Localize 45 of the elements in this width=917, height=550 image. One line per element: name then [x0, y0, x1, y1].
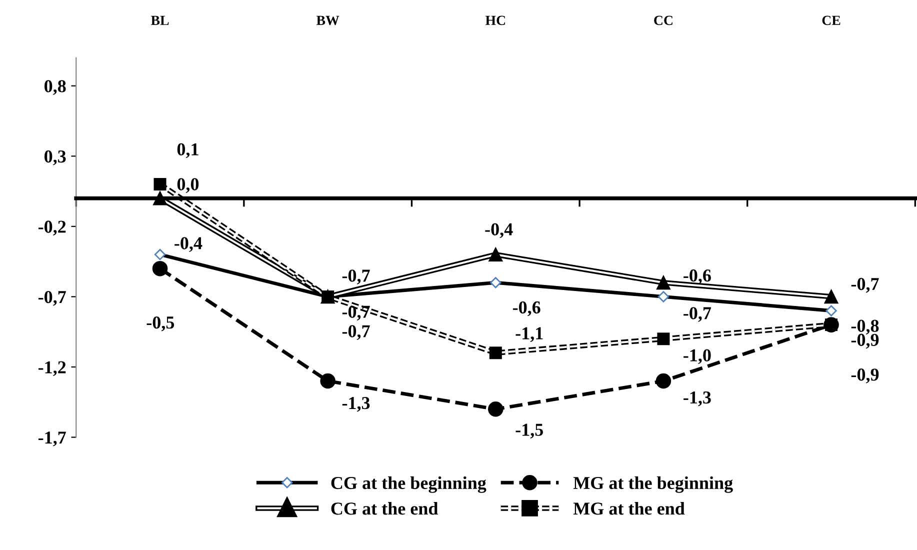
point	[154, 178, 166, 190]
legend-label: MG at the beginning	[573, 476, 733, 493]
data-label: -1,5	[516, 424, 544, 438]
x-tick-label: HC	[485, 16, 505, 26]
y-tick-label: -0,7	[38, 290, 66, 306]
point	[657, 332, 670, 346]
point	[824, 290, 838, 304]
y-tick-label: 0,8	[44, 80, 66, 95]
x-tick-label: CE	[822, 16, 840, 26]
data-label: -0,7	[684, 307, 712, 322]
data-label: -1,3	[342, 397, 370, 412]
x-tick-label: BW	[316, 16, 340, 26]
data-label: -0,4	[174, 237, 202, 252]
data-label: -0,9	[851, 368, 879, 384]
data-label: -0,4	[485, 223, 513, 238]
data-label: -0,7	[851, 278, 879, 293]
legend-label: MG at the end	[573, 502, 685, 515]
point	[488, 248, 503, 262]
data-label: -1,3	[684, 391, 711, 406]
data-label: -1,0	[684, 349, 711, 364]
point	[656, 373, 672, 389]
point	[488, 402, 504, 417]
point	[320, 373, 336, 389]
point	[152, 260, 168, 276]
data-label: -1,1	[516, 327, 543, 342]
x-tick-label: CC	[654, 16, 672, 26]
y-tick-label: -0,2	[38, 220, 66, 236]
y-tick-label: -1,2	[38, 361, 66, 376]
point	[153, 191, 167, 206]
data-label: 0,0	[177, 178, 199, 193]
x-tick-label: BL	[150, 16, 169, 25]
data-label: -0,6	[684, 269, 711, 284]
legend-label: CG at the beginning	[331, 476, 486, 493]
data-label: -0,8	[851, 320, 879, 335]
data-label: -0,6	[512, 301, 540, 316]
point	[489, 346, 502, 360]
data-label: -0,9	[851, 334, 879, 349]
point	[656, 276, 670, 290]
data-label: -0,7	[342, 270, 370, 284]
data-label: -0,5	[146, 316, 174, 332]
legend-label: CG at the end	[331, 502, 438, 515]
y-tick-label: 0,3	[44, 150, 66, 166]
data-label: -0,7	[342, 325, 370, 340]
y-tick-label: -1,7	[38, 432, 66, 446]
data-label: 0,1	[177, 143, 198, 158]
